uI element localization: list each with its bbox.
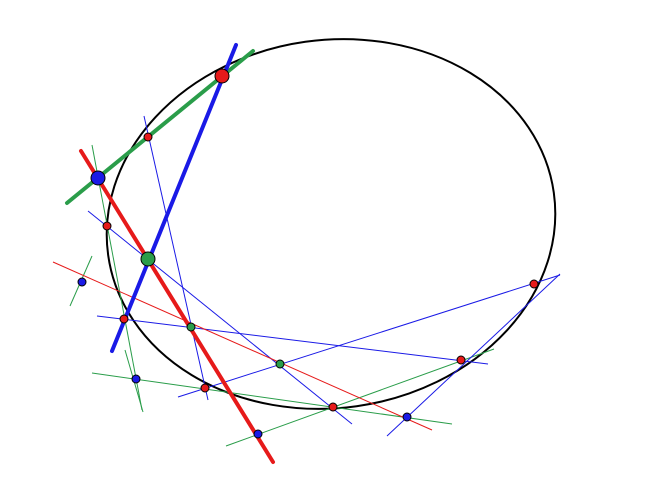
big-point [140, 251, 156, 267]
point [253, 429, 263, 439]
line [225, 348, 495, 447]
point [131, 374, 141, 384]
point [143, 132, 153, 142]
thin-lines [52, 115, 561, 447]
line [110, 43, 238, 353]
line [96, 315, 489, 365]
point [186, 322, 196, 332]
line [143, 115, 209, 401]
line [91, 144, 143, 411]
point [102, 221, 112, 231]
point [77, 277, 87, 287]
point [328, 402, 338, 412]
point [456, 355, 466, 365]
conic [105, 38, 557, 410]
line [79, 149, 275, 464]
points [77, 68, 539, 439]
line [87, 210, 353, 425]
big-point [214, 68, 230, 84]
big-point [90, 170, 106, 186]
line [91, 372, 453, 425]
line [386, 273, 561, 437]
point [200, 383, 210, 393]
point [529, 279, 539, 289]
line [52, 261, 433, 431]
point [275, 359, 285, 369]
point [402, 412, 412, 422]
line [177, 274, 561, 398]
point [119, 314, 129, 324]
